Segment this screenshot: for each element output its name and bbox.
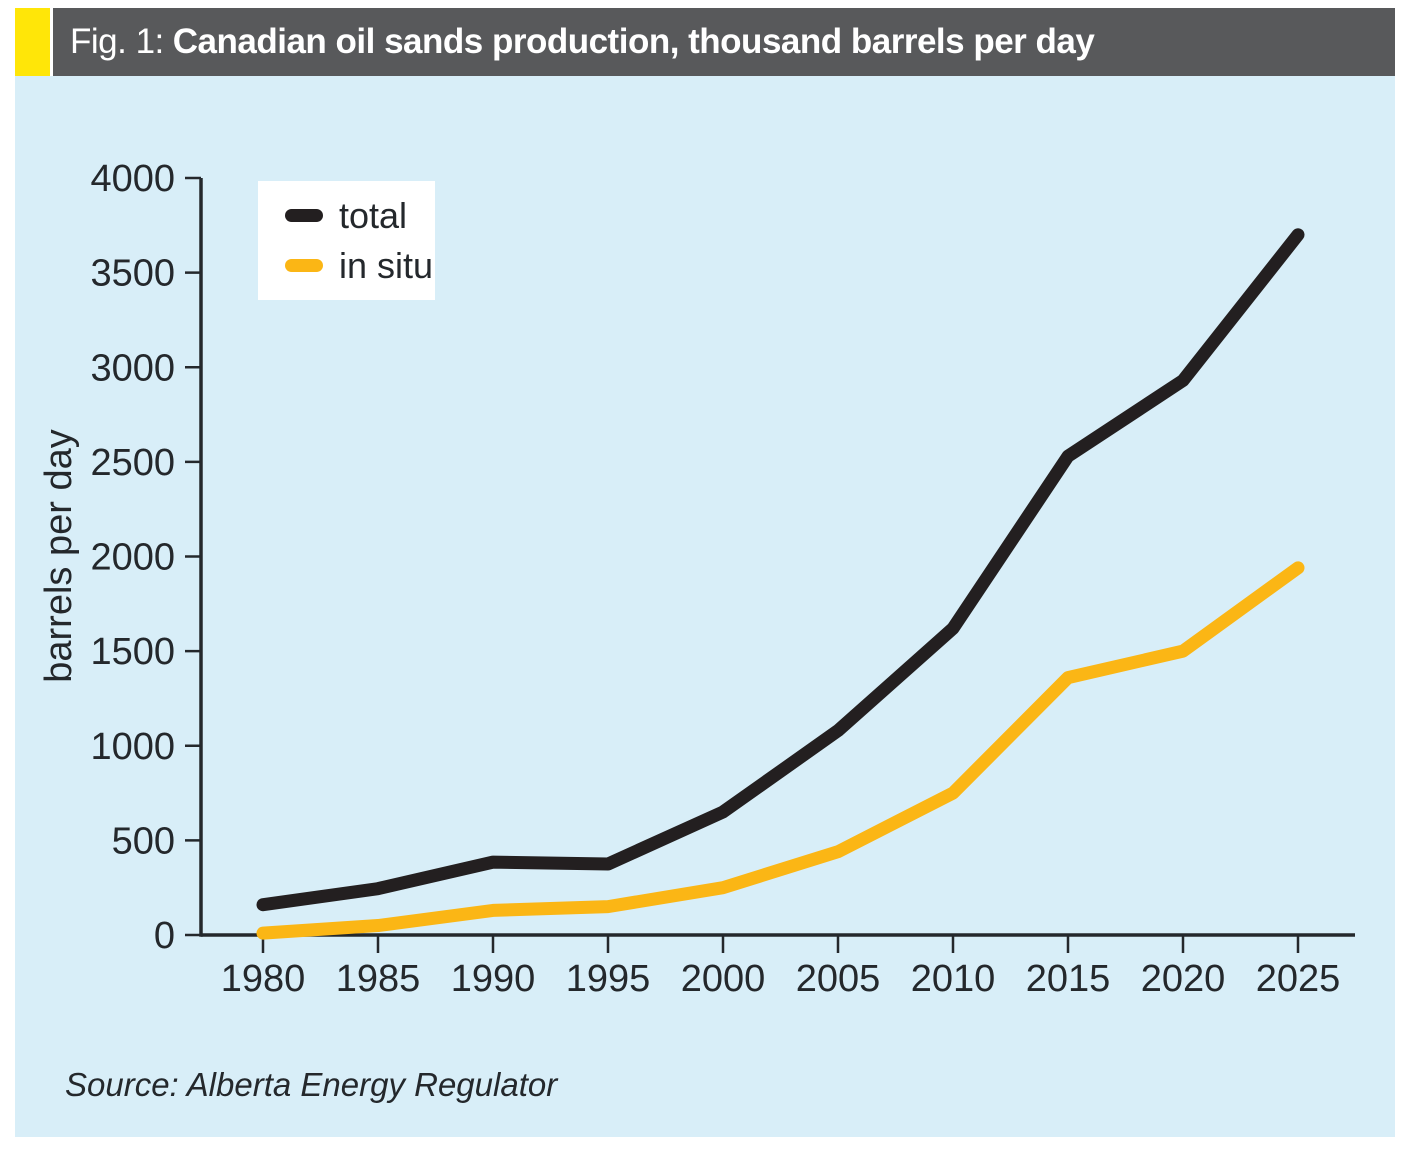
figure-number: Fig. 1: [70,22,164,61]
chart-canvas: 0 500 1000 1500 2000 2500 3000 3500 4000 1980 1985… [38,158,1355,1000]
chart-legend: total in situ [258,181,435,300]
figure-titlebar: Fig. 1: Canadian oil sands production, t… [15,8,1395,76]
y-axis-tick-label: 1500 [90,631,175,673]
y-axis-title: barrels per day [38,429,80,682]
chart-panel: 0 500 1000 1500 2000 2500 3000 3500 4000 1980 1985… [15,76,1395,1137]
x-axis-tick-label: 1990 [451,958,536,1000]
legend-item-total: total [285,194,435,236]
x-axis-tick-label: 2015 [1026,958,1111,1000]
in-situ-line [256,561,1305,940]
legend-item-in-situ: in situ [285,244,435,286]
y-axis-tick-label: 1000 [90,726,175,768]
x-axis-tick-label: 2000 [681,958,766,1000]
y-axis-tick-label: 2500 [90,442,175,484]
title-bar: Fig. 1: Canadian oil sands production, t… [53,8,1395,76]
y-axis-tick-label: 3000 [90,347,175,389]
legend-label-total: total [339,194,408,236]
y-axis-tick-label: 2000 [90,537,175,579]
y-axis-tick-label: 3500 [90,253,175,295]
y-axis-tick-label: 500 [112,820,175,862]
x-axis-tick-label: 2025 [1256,958,1341,1000]
legend-label-in-situ: in situ [339,244,434,286]
y-axis-tick-label: 4000 [90,158,175,200]
x-axis-tick-label: 1985 [336,958,421,1000]
figure-title: Canadian oil sands production, thousand … [172,22,1095,61]
y-axis-tick-label: 0 [154,915,175,957]
x-axis-tick-label: 1995 [566,958,651,1000]
total-line [256,228,1305,912]
x-axis-tick-label: 1980 [221,958,306,1000]
total-line-swatch [285,209,323,222]
in-situ-line-swatch [285,259,323,272]
x-axis-tick-label: 2005 [796,958,881,1000]
yellow-accent-square [15,8,50,76]
source-note: Source: Alberta Energy Regulator [65,1066,558,1103]
x-axis-tick-label: 2010 [911,958,996,1000]
x-axis-tick-label: 2020 [1141,958,1226,1000]
